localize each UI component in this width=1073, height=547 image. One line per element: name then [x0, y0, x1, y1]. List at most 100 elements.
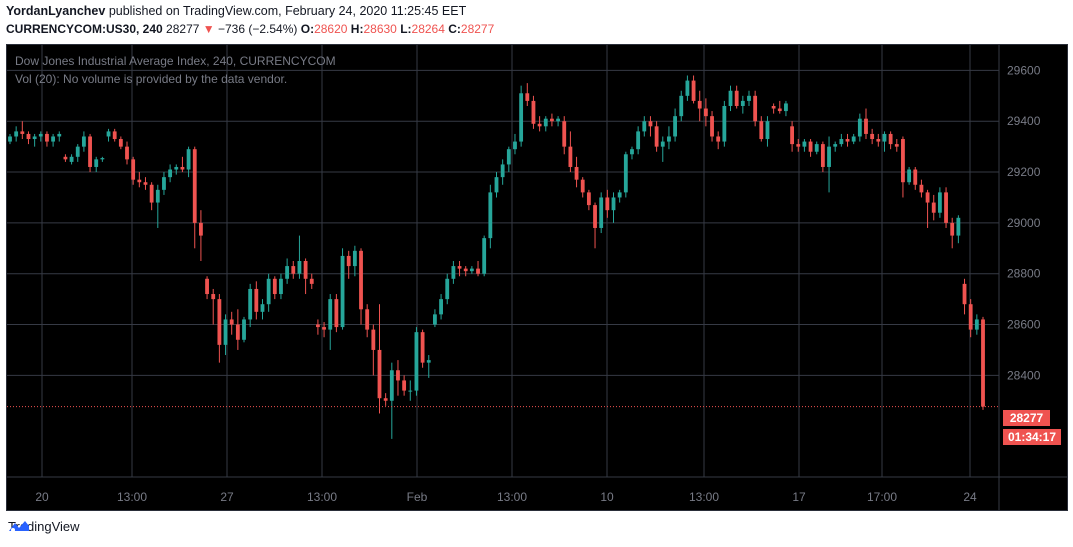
candle-body	[371, 329, 376, 350]
candle	[352, 245, 357, 277]
x-tick-label: 10	[600, 490, 614, 504]
candle	[266, 273, 271, 312]
candle	[968, 299, 973, 338]
candle	[8, 133, 12, 145]
candle-body	[759, 121, 764, 140]
x-tick-label: 13:00	[497, 490, 527, 504]
candle-body	[217, 299, 222, 345]
candle	[642, 116, 647, 137]
candle	[716, 131, 721, 150]
candle	[974, 314, 979, 335]
candle	[568, 131, 573, 173]
candle	[162, 172, 166, 195]
candle-body	[445, 278, 450, 300]
candle-body	[876, 139, 881, 142]
candle-body	[827, 146, 831, 167]
candle-body	[439, 299, 443, 315]
candle	[747, 90, 751, 106]
candle-body	[568, 146, 573, 167]
candle-body	[168, 169, 173, 178]
footer: TradingView	[8, 519, 80, 534]
y-tick-label: 29400	[1007, 114, 1041, 128]
candle-body	[580, 179, 585, 193]
candle	[463, 266, 468, 277]
candle-body	[962, 283, 967, 305]
candle-body	[833, 144, 838, 147]
y-tick-label: 29600	[1007, 63, 1041, 77]
candle-body	[716, 136, 721, 142]
candle	[69, 154, 74, 165]
candle-body	[211, 294, 216, 300]
candle-body	[297, 261, 302, 274]
x-tick-label: 24	[963, 490, 977, 504]
author-name[interactable]: YordanLyanchev	[6, 4, 106, 18]
candle-body	[463, 268, 468, 272]
candle-body	[685, 80, 690, 96]
candle	[63, 154, 68, 162]
candle-body	[291, 266, 296, 274]
countdown-label: 01:34:17	[1003, 429, 1061, 445]
chart-area[interactable]: 29600 29400 29200 29000 28800 28600 28400 20 13:…	[6, 44, 1068, 511]
candle	[870, 128, 875, 145]
candle	[396, 360, 400, 396]
candlestick-chart[interactable]: 29600 29400 29200 29000 28800 28600 28400 20 13:…	[7, 45, 1067, 510]
candle	[303, 258, 308, 295]
candle	[279, 273, 283, 300]
candle-body	[426, 360, 431, 363]
candle	[857, 113, 862, 142]
candle	[377, 304, 382, 414]
candle-body	[260, 304, 265, 312]
candle	[229, 311, 234, 335]
candle-body	[796, 144, 801, 147]
candle	[919, 179, 924, 198]
publish-info: YordanLyanchev published on TradingView.…	[6, 4, 466, 18]
candle	[630, 146, 634, 160]
candle-body	[81, 136, 86, 147]
candle-body	[525, 93, 530, 101]
candle-body	[913, 169, 918, 185]
candle	[759, 116, 764, 142]
candle	[586, 189, 591, 211]
candle	[765, 116, 770, 147]
candle	[697, 90, 702, 122]
candle-body	[574, 166, 579, 180]
candle	[445, 273, 450, 305]
candle	[574, 156, 579, 188]
candle-body	[377, 349, 382, 399]
candle-body	[174, 166, 179, 170]
candle-body	[57, 133, 62, 137]
candle	[814, 141, 819, 155]
candle	[457, 261, 462, 277]
candle-body	[605, 197, 610, 211]
candle-body	[679, 95, 684, 117]
candle-body	[389, 370, 394, 401]
candle-body	[820, 144, 825, 167]
candle	[75, 144, 80, 162]
y-tick-label: 29000	[1007, 216, 1041, 230]
candle	[962, 278, 967, 315]
candle-body	[950, 222, 955, 236]
candle	[137, 172, 142, 188]
candle-body	[155, 189, 160, 203]
candle	[383, 393, 388, 406]
candle	[525, 83, 530, 106]
candle	[562, 116, 567, 155]
candle	[205, 276, 209, 300]
candle-body	[931, 202, 936, 213]
candle	[365, 304, 370, 338]
candle	[605, 189, 610, 218]
candle-body	[956, 217, 961, 236]
candle-body	[396, 370, 400, 381]
candle	[722, 100, 727, 147]
candle	[802, 139, 807, 152]
candle-body	[599, 197, 604, 228]
candle-body	[697, 100, 702, 109]
candle-body	[882, 133, 887, 142]
candle-body	[851, 136, 856, 142]
open-value: 28620	[314, 22, 348, 36]
x-tick-label: 17	[792, 490, 806, 504]
candle-body	[722, 105, 727, 142]
candle	[469, 266, 474, 274]
tradingview-logo-icon[interactable]	[8, 519, 30, 533]
candle-body	[476, 268, 480, 274]
